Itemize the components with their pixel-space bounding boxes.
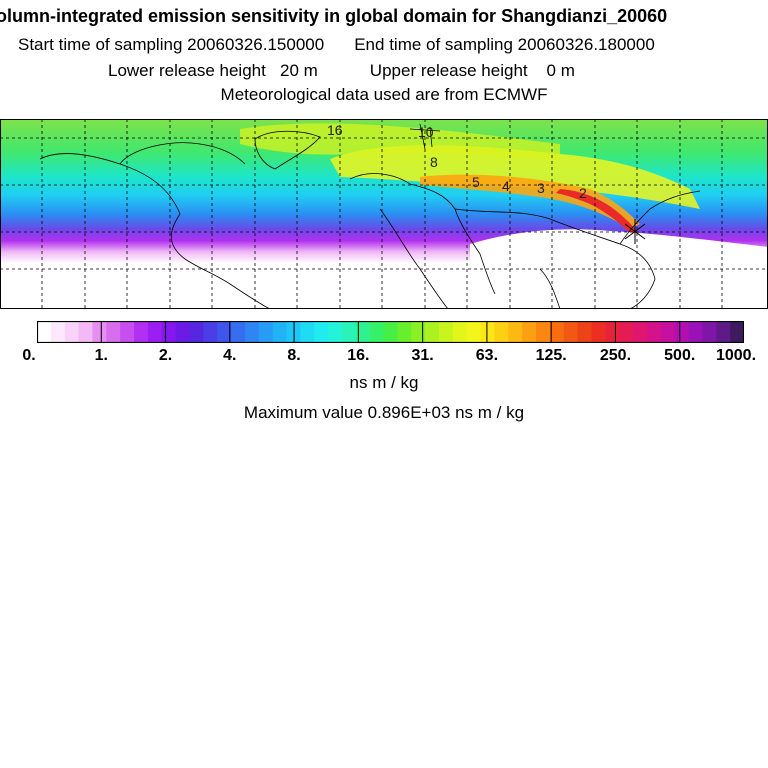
colorbar-cell — [425, 321, 440, 343]
end-time-label: End time of sampling 20060326.180000 — [354, 35, 655, 54]
colorbar-tick-label: 250. — [599, 347, 632, 364]
contour-label: 8 — [430, 154, 438, 170]
colorbar-cell — [660, 321, 676, 343]
colorbar-cell — [231, 321, 246, 343]
colorbar-cell — [508, 321, 523, 343]
colorbar-cell — [563, 321, 579, 343]
colorbar-cell — [328, 321, 343, 343]
colorbar-cell — [355, 321, 371, 343]
colorbar-cell — [64, 321, 80, 343]
colorbar-cell — [120, 321, 135, 343]
colorbar-cell — [591, 321, 606, 343]
colorbar-cell — [466, 321, 482, 343]
colorbar-cell — [646, 321, 662, 343]
color-scale-bar — [37, 321, 744, 343]
colorbar-cell — [244, 321, 260, 343]
colorbar-cell — [702, 321, 717, 343]
coastlines — [39, 123, 701, 309]
contour-label: 4 — [502, 178, 510, 194]
colorbar-cell — [369, 321, 385, 343]
met-data-label: Meteorological data used are from ECMWF — [220, 85, 548, 104]
receptor-marker — [624, 219, 646, 244]
colorbar-cell — [730, 321, 744, 343]
colorbar-cell — [37, 321, 52, 343]
colorbar-cell — [536, 321, 551, 343]
colorbar-cell — [688, 321, 704, 343]
colorbar-cell — [272, 321, 288, 343]
colorbar-cell — [549, 321, 565, 343]
colorbar-frame — [37, 321, 744, 343]
colorbar-cell — [522, 321, 537, 343]
colorbar-cell — [314, 321, 329, 343]
colorbar-cell — [258, 321, 274, 343]
sampling-times: Start time of sampling 20060326.150000 En… — [18, 35, 655, 55]
colorbar-tick-label: 4. — [223, 347, 237, 364]
colorbar-cell — [494, 321, 509, 343]
contour-label: 3 — [537, 180, 545, 196]
northern-yellow — [240, 123, 560, 159]
colorbar-cell — [619, 321, 634, 343]
colorbar-cell — [78, 321, 94, 343]
start-time-label: Start time of sampling 20060326.150000 — [18, 35, 325, 54]
colorbar-tick-label: 125. — [535, 347, 567, 364]
graticule — [0, 119, 768, 309]
units-label: ns m / kg — [349, 373, 419, 392]
contour-label: 10 — [418, 124, 434, 140]
contour-label: 2 — [579, 185, 587, 201]
maximum-value-label: Maximum value 0.896E+03 ns m / kg — [243, 403, 525, 422]
contour-label: 5 — [472, 174, 480, 190]
lower-release-label: Lower release height 20 m — [108, 61, 318, 80]
colorbar-tick-label: 500. — [664, 347, 696, 364]
emission-sensitivity-map: 16 10 8 5 4 3 2 — [0, 119, 768, 309]
colorbar-tick-label: 16. — [347, 347, 370, 364]
colorbar-tick-label: 1000. — [715, 347, 757, 364]
release-heights: Lower release height 20 m Upper release h… — [108, 61, 575, 81]
colorbar-cell — [480, 321, 496, 343]
colorbar-cell — [716, 321, 731, 343]
colorbar-cell — [106, 321, 121, 343]
colorbar-cell — [217, 321, 232, 343]
colorbar-cell — [92, 321, 107, 343]
colorbar-cell — [134, 321, 149, 343]
colorbar-cell — [175, 321, 191, 343]
colorbar-cell — [341, 321, 357, 343]
colorbar-cell — [300, 321, 315, 343]
colorbar-tick-label: 0. — [22, 347, 36, 364]
plume-orange — [420, 174, 640, 229]
colorbar-cell — [147, 321, 163, 343]
upper-release-label: Upper release height 0 m — [369, 61, 575, 80]
colorbar-tick-label: 63. — [475, 347, 499, 364]
colorbar-cell — [439, 321, 454, 343]
colorbar-cell — [577, 321, 593, 343]
colorbar-cell — [50, 321, 66, 343]
colorbar-cell — [397, 321, 412, 343]
colorbar-cell — [411, 321, 426, 343]
colorbar-cell — [161, 321, 177, 343]
colorbar-cell — [605, 321, 620, 343]
colorbar-cell — [203, 321, 218, 343]
colorbar-tick-label: 31. — [411, 347, 434, 364]
colorbar-tick-label: 1. — [94, 347, 108, 364]
colorbar-tick-label: 2. — [158, 347, 173, 364]
colorbar-cell — [189, 321, 204, 343]
colorbar-tick-label: 8. — [287, 347, 301, 364]
plot-title: olumn-integrated emission sensitivity in… — [0, 6, 668, 26]
colorbar-cell — [383, 321, 399, 343]
colorbar-cell — [452, 321, 468, 343]
colorbar-cell — [674, 321, 690, 343]
contour-label: 16 — [327, 122, 343, 138]
colorbar-cell — [633, 321, 648, 343]
